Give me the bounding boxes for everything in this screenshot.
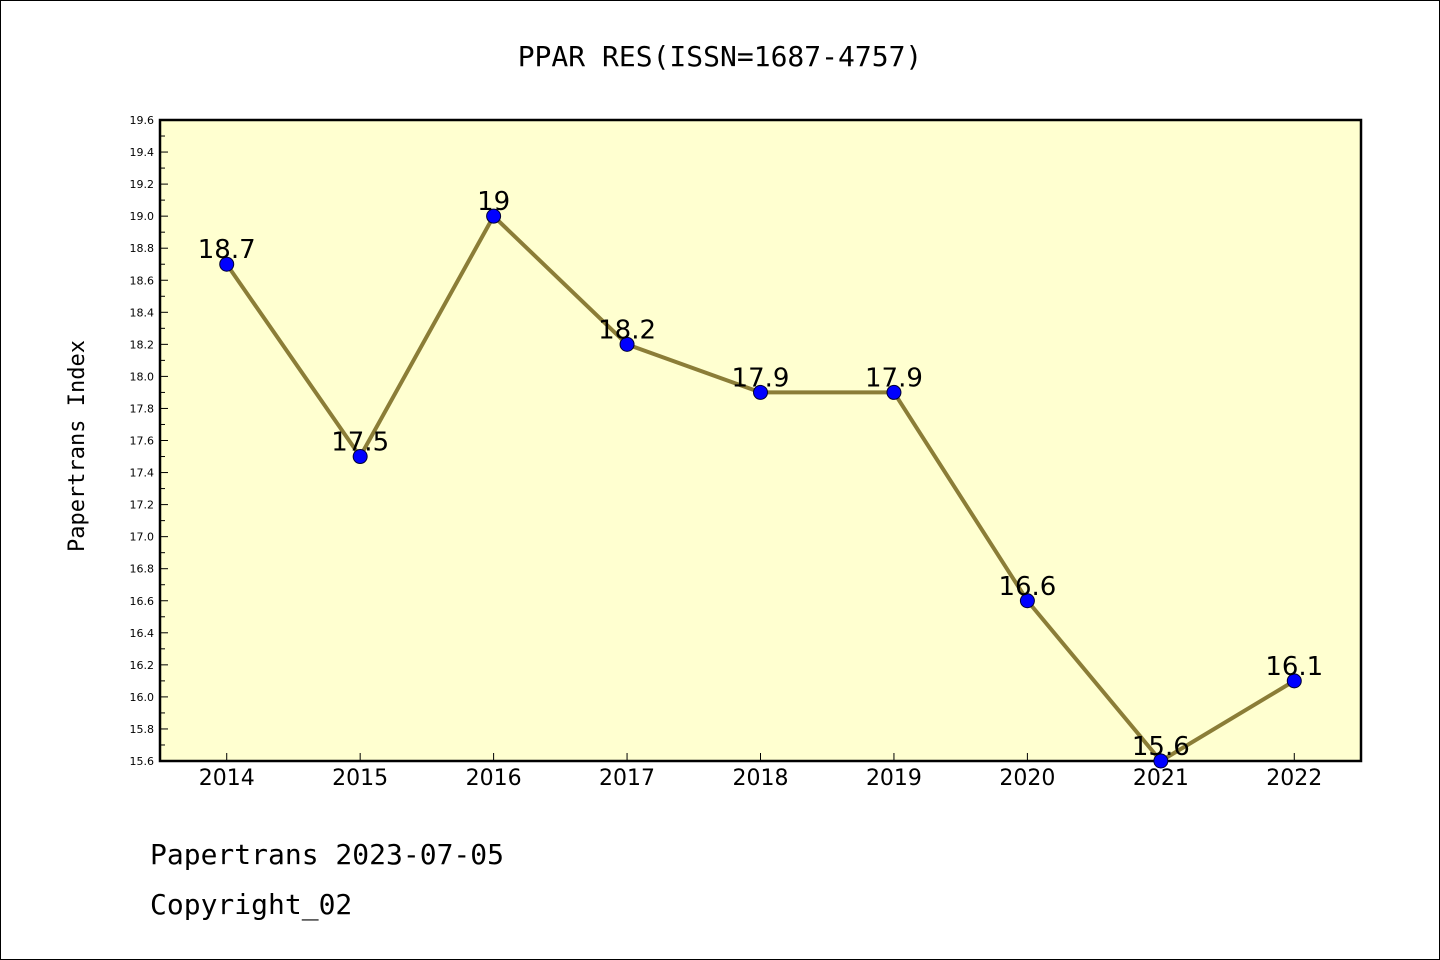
y-tick-label: 17.4	[130, 467, 155, 480]
data-point	[486, 208, 502, 224]
y-tick-label: 19.0	[130, 210, 155, 223]
data-point	[1286, 673, 1302, 689]
x-tick-label: 2018	[733, 766, 789, 791]
data-label: 17.5	[331, 428, 389, 458]
y-tick-label: 16.6	[130, 595, 155, 608]
y-tick-label: 18.6	[130, 274, 155, 287]
y-tick-label: 17.6	[130, 435, 155, 448]
chart-title: PPAR RES(ISSN=1687-4757)	[518, 40, 923, 73]
y-tick-label: 18.4	[130, 306, 155, 319]
y-tick-label: 17.0	[130, 531, 155, 544]
y-tick-label: 16.0	[130, 691, 155, 704]
data-point	[619, 336, 635, 352]
y-tick-label: 19.6	[130, 114, 155, 127]
x-tick-label: 2021	[1133, 766, 1189, 791]
series-line-group	[219, 208, 1302, 769]
data-point	[886, 384, 902, 400]
footer-copyright: Copyright_02	[150, 888, 352, 922]
data-point	[219, 256, 235, 272]
data-label: 16.6	[998, 572, 1056, 602]
y-tick-label: 18.8	[130, 242, 155, 255]
data-label: 19	[477, 187, 510, 217]
data-point	[1019, 593, 1035, 609]
y-tick-label: 16.4	[130, 627, 155, 640]
y-tick-label: 18.2	[130, 338, 155, 351]
y-tick-label: 19.4	[130, 146, 155, 159]
y-tick-label: 17.2	[130, 499, 155, 512]
x-tick-label: 2017	[599, 766, 655, 791]
y-axis: 15.6 15.8 16.0 16.2 16.4 16.6 16.8 17.0 17.2 17.4…	[130, 114, 168, 768]
data-labels: 18.7 17.5 19 18.2 17.9 17.9 16.6 15.6 16.1	[198, 187, 1323, 762]
y-axis-label: Papertrans Index	[65, 340, 90, 552]
data-label: 16.1	[1265, 652, 1323, 682]
footer-date: Papertrans 2023-07-05	[150, 838, 504, 871]
data-label: 18.7	[198, 235, 256, 265]
x-tick-label: 2019	[866, 766, 922, 791]
y-tick-label: 15.8	[130, 723, 155, 736]
data-point	[1153, 753, 1169, 769]
y-tick-label: 15.6	[130, 755, 155, 768]
data-label: 15.6	[1132, 732, 1190, 762]
x-tick-label: 2020	[999, 766, 1055, 791]
y-tick-label: 19.2	[130, 178, 155, 191]
data-label: 17.9	[732, 363, 790, 393]
x-axis: 2014 2015 2016 2017 2018 2019 2020 2021 2022	[199, 753, 1322, 791]
data-point	[352, 449, 368, 465]
x-tick-label: 2015	[332, 766, 388, 791]
data-label: 17.9	[865, 363, 923, 393]
y-tick-label: 17.8	[130, 402, 155, 415]
data-point	[753, 384, 768, 400]
y-tick-label: 16.2	[130, 659, 155, 672]
x-tick-label: 2014	[199, 766, 255, 791]
y-tick-label: 16.8	[130, 563, 155, 576]
data-label: 18.2	[598, 315, 656, 345]
x-tick-label: 2022	[1266, 766, 1322, 791]
x-tick-label: 2016	[466, 766, 522, 791]
plot-area	[158, 118, 1363, 763]
y-tick-label: 18.0	[130, 370, 155, 383]
